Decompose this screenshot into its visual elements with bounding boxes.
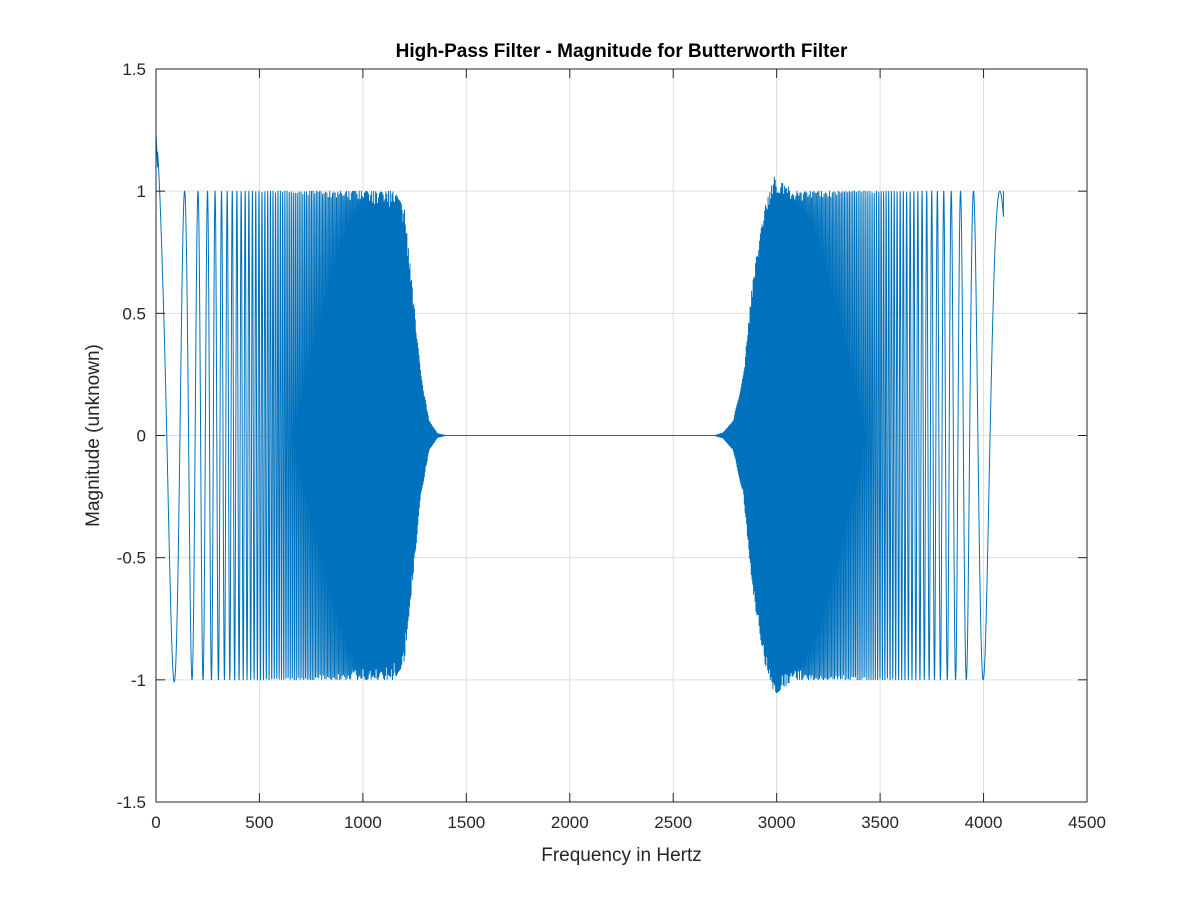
tick-marks: [155, 68, 1088, 803]
y-tick-label: 1.5: [122, 60, 146, 79]
chart-title: High-Pass Filter - Magnitude for Butterw…: [396, 41, 848, 62]
x-tick-label: 3500: [861, 813, 899, 832]
series-line: [155, 132, 1004, 694]
y-axis-label: Magnitude (unknown): [83, 344, 104, 527]
x-tick-label: 1000: [344, 813, 382, 832]
series-layer: [155, 132, 1004, 694]
x-tick-label: 2000: [551, 813, 589, 832]
x-axis-label: Frequency in Hertz: [541, 845, 702, 866]
x-tick-labels: 0 500 1000 1500 2000 2500 3000 3500 4000 4500: [151, 813, 1106, 832]
x-tick-label: 3000: [758, 813, 796, 832]
y-tick-label: -1.5: [117, 793, 146, 812]
y-tick-label: 1: [137, 182, 146, 201]
y-tick-label: -0.5: [117, 549, 146, 568]
x-tick-label: 500: [245, 813, 273, 832]
y-tick-labels: -1.5 -1 -0.5 0 0.5 1 1.5: [117, 60, 146, 812]
x-tick-label: 1500: [447, 813, 485, 832]
x-tick-label: 4500: [1068, 813, 1106, 832]
x-tick-label: 4000: [965, 813, 1003, 832]
y-tick-label: -1: [131, 671, 146, 690]
x-tick-label: 0: [151, 813, 160, 832]
x-tick-label: 2500: [654, 813, 692, 832]
y-tick-label: 0.5: [122, 304, 146, 323]
y-tick-label: 0: [137, 427, 146, 446]
